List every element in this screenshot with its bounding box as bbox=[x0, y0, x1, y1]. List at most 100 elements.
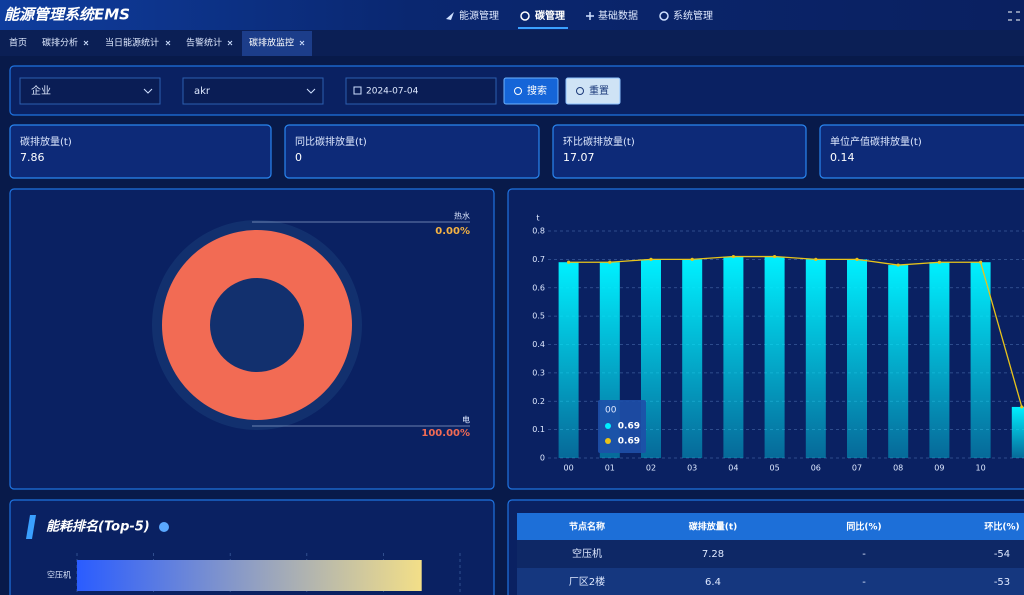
nav-item[interactable]: 系统管理 bbox=[673, 9, 713, 22]
table-cell: 7.28 bbox=[702, 549, 724, 560]
table-cell: -53 bbox=[994, 577, 1010, 588]
table-cell: 空压机 bbox=[572, 547, 602, 560]
x-tick-label: 08 bbox=[893, 464, 903, 473]
nav-icon bbox=[659, 11, 669, 21]
stat-label: 环比碳排放量(t) bbox=[563, 135, 635, 148]
stat-card bbox=[9, 124, 272, 179]
title-accent bbox=[26, 515, 36, 539]
table-cell: - bbox=[862, 577, 866, 588]
leader-lines bbox=[252, 221, 470, 427]
stat-card bbox=[819, 124, 1024, 179]
nav-item[interactable]: 基础数据 bbox=[598, 9, 638, 22]
table-header-cell: 碳排放量(t) bbox=[689, 521, 738, 533]
tab-close-icons[interactable] bbox=[83, 40, 305, 46]
search-icon bbox=[514, 87, 522, 95]
bar bbox=[764, 256, 785, 458]
stat-label: 同比碳排放量(t) bbox=[295, 135, 367, 148]
tab[interactable]: 碳排分析 bbox=[42, 37, 78, 49]
reset-icon bbox=[576, 87, 584, 95]
select-company[interactable] bbox=[19, 77, 161, 105]
y-tick-label: 0 bbox=[540, 454, 545, 463]
line-point bbox=[937, 260, 942, 264]
table-header-cell: 环比(%) bbox=[984, 521, 1019, 533]
table-cell: -54 bbox=[994, 549, 1010, 560]
bar bbox=[888, 265, 909, 458]
table-cell: - bbox=[862, 549, 866, 560]
y-tick-label: 0.6 bbox=[532, 283, 545, 292]
line-point bbox=[1020, 405, 1024, 409]
nav-item-active[interactable]: 碳管理 bbox=[535, 9, 565, 22]
tab-bar bbox=[0, 30, 1024, 56]
table-header-cell: 同比(%) bbox=[846, 521, 881, 533]
y-axis-unit: t bbox=[536, 214, 539, 223]
tab-active-bg bbox=[242, 31, 312, 56]
line-point bbox=[855, 257, 859, 261]
y-tick-label: 0.5 bbox=[532, 312, 545, 321]
pie-label: 热水 bbox=[454, 211, 470, 221]
table-row bbox=[517, 568, 1024, 595]
pie-slice bbox=[162, 230, 352, 420]
tab-active[interactable]: 碳排放监控 bbox=[249, 37, 294, 49]
bar bbox=[805, 259, 826, 458]
line-point bbox=[731, 254, 736, 259]
table-cell: 厂区2楼 bbox=[569, 575, 605, 588]
bar bbox=[970, 262, 991, 458]
stat-value: 17.07 bbox=[563, 151, 595, 164]
line-point bbox=[979, 260, 983, 264]
select-device[interactable] bbox=[182, 77, 324, 105]
app-title: 能源管理系统EMS bbox=[4, 6, 130, 24]
bar bbox=[723, 256, 744, 458]
calendar-icon bbox=[353, 86, 362, 95]
chevron bbox=[143, 88, 153, 94]
line-point bbox=[896, 263, 900, 267]
stat-value: 0 bbox=[295, 151, 302, 164]
nav-underline bbox=[518, 27, 568, 29]
search-button[interactable] bbox=[503, 77, 559, 105]
tab[interactable]: 首页 bbox=[9, 37, 27, 49]
table-header-cell: 节点名称 bbox=[569, 521, 605, 533]
bar bbox=[682, 259, 703, 458]
tooltip-value: 0.69 bbox=[618, 422, 640, 432]
select-value: akr bbox=[194, 86, 211, 97]
line-point bbox=[608, 260, 612, 264]
pie-value-label: 0.00% bbox=[435, 226, 470, 237]
y-tick-label: 0.2 bbox=[532, 397, 545, 406]
table-row bbox=[517, 540, 1024, 568]
stat-value: 7.86 bbox=[20, 151, 45, 164]
tab[interactable]: 告警统计 bbox=[186, 37, 222, 49]
button-label: 重置 bbox=[589, 84, 609, 97]
reset-button[interactable] bbox=[565, 77, 621, 105]
stat-card bbox=[284, 124, 540, 179]
x-tick-label: 09 bbox=[934, 464, 944, 473]
nav-icon bbox=[586, 12, 594, 20]
button-label: 搜索 bbox=[527, 84, 547, 97]
bar bbox=[77, 560, 422, 591]
y-tick-label: 0.1 bbox=[532, 425, 545, 434]
line-point bbox=[567, 260, 571, 264]
nav-item[interactable]: 能源管理 bbox=[459, 9, 499, 22]
stat-label: 单位产值碳排放量(t) bbox=[830, 135, 922, 148]
tooltip-title: 00 bbox=[605, 406, 617, 416]
line-point bbox=[690, 257, 694, 261]
bar bbox=[929, 262, 950, 458]
x-tick-label: 03 bbox=[687, 464, 697, 473]
fullscreen-icon[interactable] bbox=[1008, 11, 1020, 21]
line-point bbox=[814, 257, 818, 261]
nav-icon bbox=[446, 12, 454, 20]
y-tick-label: 0.7 bbox=[532, 255, 545, 264]
chevron bbox=[306, 88, 316, 94]
tab[interactable]: 当日能源统计 bbox=[105, 37, 159, 49]
help-icon[interactable] bbox=[159, 522, 169, 532]
x-tick-label: 06 bbox=[811, 464, 821, 473]
x-tick-label: 01 bbox=[605, 464, 615, 473]
date-picker[interactable] bbox=[345, 77, 497, 105]
x-tick-label: 04 bbox=[728, 464, 738, 473]
y-tick-label: 0.8 bbox=[532, 227, 545, 236]
y-category-label: 空压机 bbox=[47, 570, 71, 580]
chart-title: 能耗排名(Top-5) bbox=[46, 519, 150, 535]
x-tick-label: 05 bbox=[770, 464, 780, 473]
x-tick-label: 00 bbox=[564, 464, 574, 473]
line-point bbox=[773, 254, 777, 259]
table-header bbox=[517, 513, 1024, 540]
